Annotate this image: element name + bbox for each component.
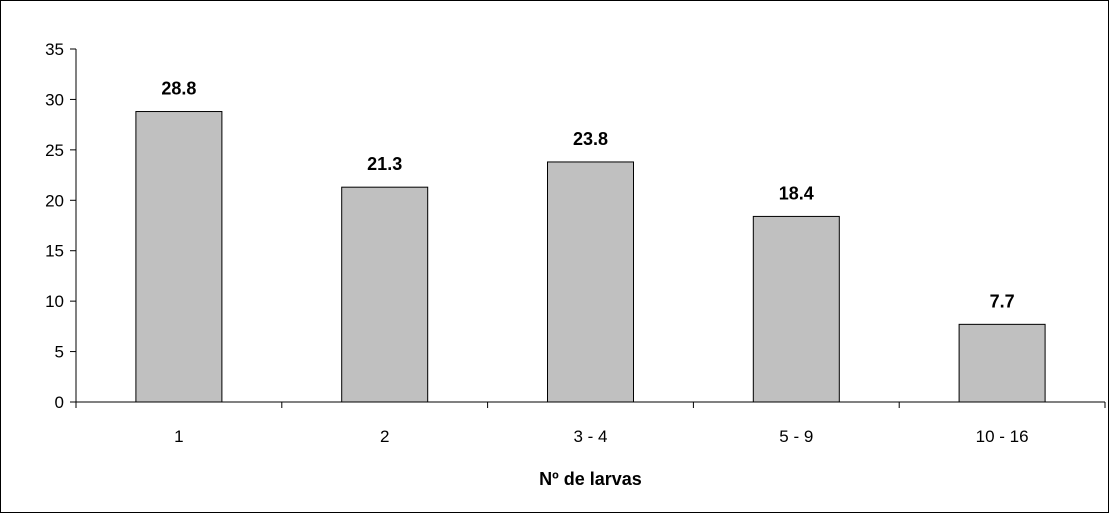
y-tick-label: 25 bbox=[45, 141, 64, 160]
x-tick-label: 1 bbox=[174, 427, 183, 446]
y-axis: 0 5 10 15 20 25 30 35 bbox=[45, 40, 77, 412]
bar bbox=[958, 323, 1046, 403]
data-label: 18.4 bbox=[779, 183, 814, 203]
bars bbox=[135, 111, 1046, 403]
x-axis: 1 2 3 - 4 5 - 9 10 - 16 bbox=[75, 401, 1106, 446]
y-tick-label: 15 bbox=[45, 242, 64, 261]
y-tick-label: 5 bbox=[55, 343, 64, 362]
y-tick-label: 10 bbox=[45, 292, 64, 311]
y-tick-label: 30 bbox=[45, 90, 64, 109]
x-axis-title: Nº de larvas bbox=[539, 469, 642, 489]
x-tick-label: 3 - 4 bbox=[573, 427, 607, 446]
y-tick-label: 20 bbox=[45, 191, 64, 210]
data-label: 23.8 bbox=[573, 129, 608, 149]
bar bbox=[135, 111, 223, 403]
y-tick-label: 35 bbox=[45, 40, 64, 59]
y-tick-label: 0 bbox=[55, 393, 64, 412]
data-label: 7.7 bbox=[990, 291, 1015, 311]
x-tick-label: 2 bbox=[380, 427, 389, 446]
bar bbox=[341, 186, 429, 403]
data-label: 21.3 bbox=[367, 154, 402, 174]
data-labels: 28.8 21.3 23.8 18.4 7.7 bbox=[161, 79, 1014, 312]
x-tick-label: 5 - 9 bbox=[779, 427, 813, 446]
x-tick-label: 10 - 16 bbox=[976, 427, 1029, 446]
data-label: 28.8 bbox=[161, 79, 196, 99]
bar bbox=[752, 215, 840, 403]
bar bbox=[547, 161, 634, 403]
